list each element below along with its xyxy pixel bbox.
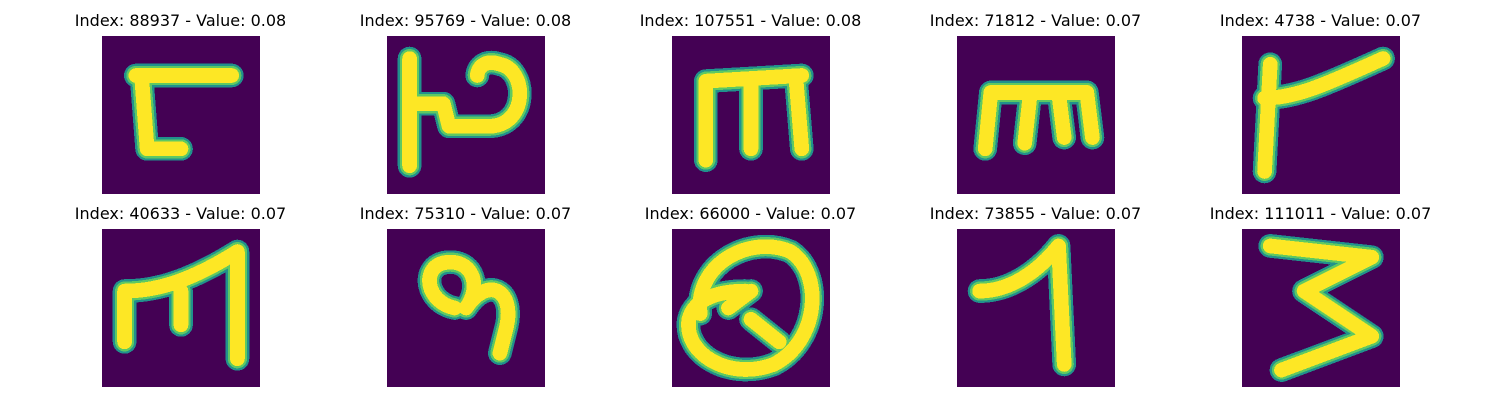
grid-panel-10: Index: 111011 - Value: 0.07 [1178,203,1463,387]
grid-panel-1: Index: 88937 - Value: 0.08 [38,10,323,194]
panel-title: Index: 111011 - Value: 0.07 [1209,204,1432,223]
glyph-4738-icon [1242,36,1400,194]
grid-panel-7: Index: 75310 - Value: 0.07 [323,203,608,387]
panel-title: Index: 71812 - Value: 0.07 [929,11,1142,30]
grid-panel-3: Index: 107551 - Value: 0.08 [608,10,893,194]
panel-title: Index: 73855 - Value: 0.07 [929,204,1142,223]
glyph-71812-icon [957,36,1115,194]
glyph-40633-icon [102,229,260,387]
panel-title: Index: 40633 - Value: 0.07 [74,204,287,223]
panel-title: Index: 75310 - Value: 0.07 [359,204,572,223]
glyph-95769-icon [387,36,545,194]
grid-panel-6: Index: 40633 - Value: 0.07 [38,203,323,387]
grid-panel-9: Index: 73855 - Value: 0.07 [893,203,1178,387]
panel-title: Index: 88937 - Value: 0.08 [74,11,287,30]
grid-panel-8: Index: 66000 - Value: 0.07 [608,203,893,387]
glyph-107551-icon [672,36,830,194]
panel-title: Index: 4738 - Value: 0.07 [1219,11,1422,30]
glyph-75310-icon [387,229,545,387]
grid-panel-5: Index: 4738 - Value: 0.07 [1178,10,1463,194]
glyph-73855-icon [957,229,1115,387]
grid-panel-4: Index: 71812 - Value: 0.07 [893,10,1178,194]
glyph-88937-icon [102,36,260,194]
glyph-66000-icon [672,229,830,387]
panel-title: Index: 107551 - Value: 0.08 [639,11,862,30]
panel-title: Index: 95769 - Value: 0.08 [359,11,572,30]
glyph-111011-icon [1242,229,1400,387]
grid-panel-2: Index: 95769 - Value: 0.08 [323,10,608,194]
panel-title: Index: 66000 - Value: 0.07 [644,204,857,223]
